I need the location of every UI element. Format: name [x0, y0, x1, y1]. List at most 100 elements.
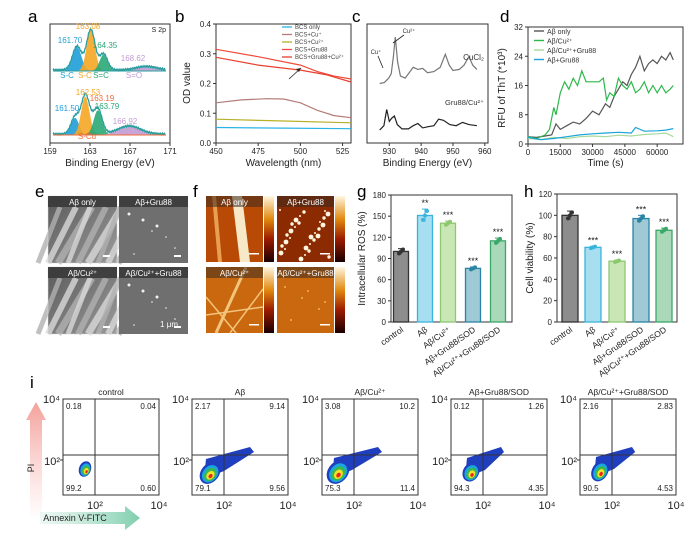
panel-label-i: i [30, 373, 34, 392]
y-axis-label: OD value [182, 62, 193, 104]
x-axis-label: Annexin V-FITC [43, 513, 107, 523]
quadrant-ul-value: 0.12 [454, 402, 470, 411]
panel-label-e: e [35, 182, 44, 201]
peak-value-label: 161.70 [58, 36, 83, 45]
image-background [119, 196, 188, 263]
bar-1 [584, 246, 602, 323]
y-tick-label: 24 [514, 52, 523, 61]
legend-label: BCS+Cu⁺ [295, 32, 322, 39]
y-tick-label: 0.1 [200, 109, 212, 118]
bar-1 [416, 214, 434, 323]
label-bar [206, 196, 263, 207]
plot-frame [49, 23, 171, 144]
x-tick-label: 159 [43, 147, 57, 156]
peak-value-label: 166.92 [113, 117, 138, 126]
image-label: Aβ/Cu²⁺+Gru88 [125, 269, 182, 278]
image-label: Aβ+Gru88 [287, 198, 324, 207]
plot-title: control [98, 387, 124, 397]
sem-image: Aβ/Cu²⁺+Gru88 [119, 267, 188, 334]
particle [308, 234, 314, 240]
y-tick-label: 10⁴ [43, 394, 60, 406]
data-point [498, 236, 502, 241]
flow-plot: Aβ+Gru88/SOD 0.12 1.26 94.3 4.35 10⁴ 10² 10² 10⁴ [431, 387, 556, 512]
series-line-4 [215, 56, 352, 83]
image-label: Aβ+Gru88 [135, 198, 172, 207]
series-label: Gru88/Cu²⁺ [445, 98, 484, 107]
y-tick-label: 0.0 [200, 139, 212, 148]
particle [141, 218, 145, 222]
y-tick-label: 0 [548, 318, 553, 327]
chart-b: 450 475 500 525 0.0 0.1 0.2 0.3 0.4 Wavelength (n… [182, 20, 352, 169]
legend-label: Aβ only [547, 29, 571, 36]
data-point [401, 247, 405, 252]
series-line-1 [527, 69, 674, 140]
flow-plot: Aβ/Cu²⁺ 3.08 10.2 75.3 11.4 10⁴ 10² 10² 10⁴ [302, 387, 427, 512]
quadrant-ul-value: 2.17 [195, 402, 211, 411]
y-tick-label: 10² [44, 456, 60, 468]
x-tick-label: 10⁴ [280, 500, 297, 512]
fibril [65, 277, 93, 335]
particle [284, 248, 286, 250]
scale-bar [320, 253, 330, 255]
data-point [425, 209, 429, 214]
particle [324, 301, 326, 303]
y-tick-label: 60 [543, 254, 552, 263]
fibril [75, 276, 109, 336]
plot-frame [62, 398, 160, 496]
data-point [473, 265, 477, 270]
peak-component [53, 67, 166, 71]
panel-label-f: f [193, 182, 198, 201]
series-line-2 [215, 118, 352, 124]
significance-stars: ** [421, 198, 429, 208]
y-tick-label: 180 [373, 191, 387, 200]
y-tick-label: 80 [543, 233, 552, 242]
label-bar [48, 196, 117, 207]
spectrum [52, 91, 166, 137]
quadrant-ll-value: 79.1 [195, 484, 211, 493]
bar-4 [655, 229, 673, 323]
particle [314, 232, 316, 234]
x-tick-label: 10² [604, 500, 620, 512]
y-tick-label: 8 [519, 111, 524, 120]
x-tick-label: 10⁴ [539, 500, 556, 512]
quadrant-lr-value: 4.53 [657, 484, 673, 493]
quadrant-ll-value: 99.2 [66, 484, 82, 493]
x-tick-label: 450 [209, 147, 223, 156]
particle [174, 318, 176, 320]
data-point [570, 210, 574, 215]
species-label: S=O [126, 71, 142, 80]
data-point [566, 216, 570, 221]
x-tick-label: 30000 [581, 148, 604, 157]
y-tick-label: 10⁴ [302, 394, 319, 406]
significance-stars: *** [588, 235, 599, 245]
particle [297, 221, 301, 225]
x-tick-label: 500 [294, 147, 308, 156]
height-colorbar [264, 196, 274, 262]
y-tick-label: 100 [539, 211, 553, 220]
arrow-head [296, 68, 301, 72]
image-label: Aβ only [69, 198, 96, 207]
quadrant-lr-value: 11.4 [400, 484, 416, 493]
density-contour [208, 473, 213, 479]
x-tick-label: 10² [475, 500, 491, 512]
annotation-cu1: Cu⁺ [371, 49, 382, 56]
x-tick-label: 171 [163, 147, 177, 156]
particle [320, 222, 326, 228]
density-contour [599, 471, 603, 476]
y-tick-label: 60 [377, 276, 386, 285]
label-bar [206, 267, 263, 278]
fibril [95, 206, 123, 264]
y-tick-label: 16 [514, 82, 523, 91]
peak-component [53, 96, 166, 135]
x-tick-label: 10⁴ [410, 500, 427, 512]
species-label: S=C [93, 71, 109, 80]
quadrant-ul-value: 0.18 [66, 402, 82, 411]
y-tick-label: 0 [519, 140, 524, 149]
data-point [641, 214, 645, 219]
particle [165, 307, 167, 309]
plot-title: Aβ/Cu²⁺+Gru88/SOD [588, 387, 668, 397]
fibril [45, 205, 79, 265]
x-axis-label: Binding Energy (eV) [383, 158, 473, 169]
chart-h: 0 20 40 60 80 100 120 Cell viability (%) control… [525, 190, 678, 379]
plot-frame [579, 398, 677, 496]
